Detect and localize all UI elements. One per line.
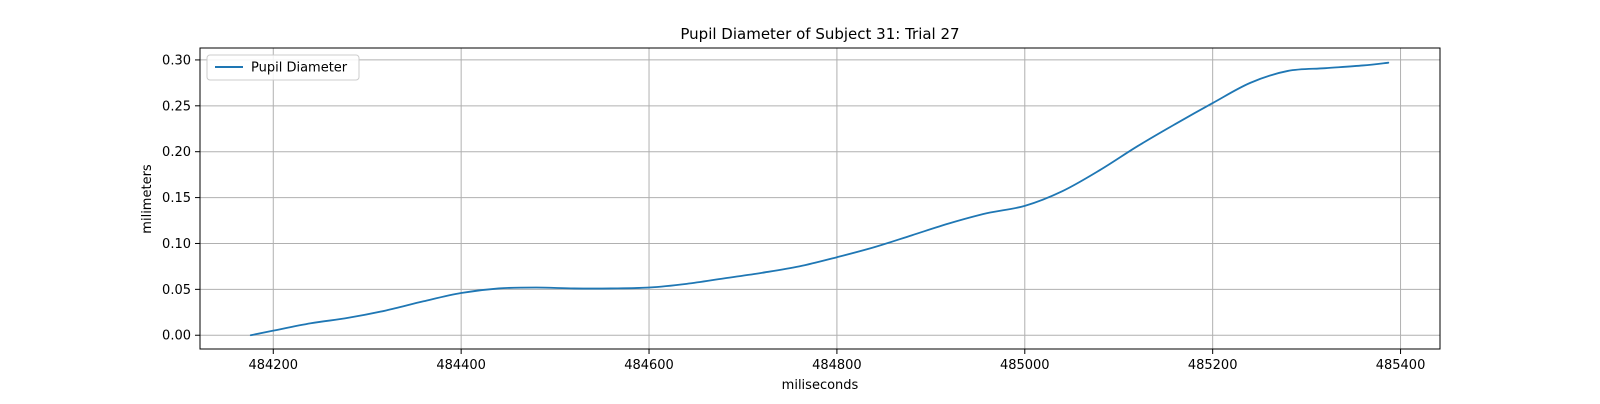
y-axis-label: milimeters [140,164,155,234]
legend-box [206,54,360,81]
plot-frame [199,47,1441,350]
y-tick-label: 0.15 [162,191,191,206]
series-line-pupil-diameter [249,61,1390,337]
x-tick-label: 484800 [812,358,862,373]
grid-layer [200,48,1440,349]
x-tick-label: 485000 [1000,358,1050,373]
legend-label: Pupil Diameter [251,61,348,76]
chart-title: Pupil Diameter of Subject 31: Trial 27 [680,25,959,43]
y-tick-label: 0.30 [162,53,191,68]
y-tick-label: 0.10 [162,237,191,252]
tick-layer: 484200 484400 484600 484800 485000 485200 4854… [162,53,1425,373]
x-tick-label: 484400 [436,358,486,373]
x-tick-label: 485400 [1376,358,1426,373]
y-tick-label: 0.20 [162,145,191,160]
legend: Pupil Diameter [206,54,360,81]
x-tick-label: 485200 [1188,358,1238,373]
y-tick-label: 0.25 [162,99,191,114]
x-tick-label: 484200 [248,358,298,373]
x-tick-label: 484600 [624,358,674,373]
y-tick-label: 0.05 [162,283,191,298]
series-layer [249,61,1390,337]
y-tick-label: 0.00 [162,329,191,344]
x-axis-label: miliseconds [782,378,859,393]
